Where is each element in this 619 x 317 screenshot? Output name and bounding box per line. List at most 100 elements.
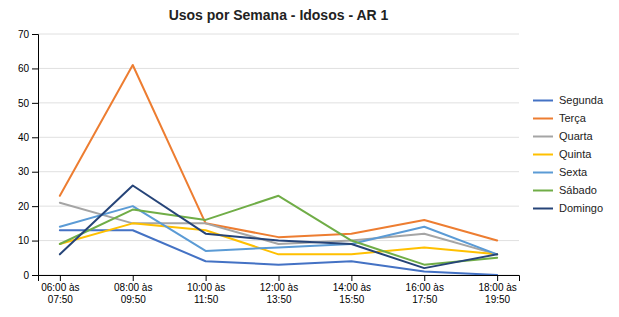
grid-line [38, 34, 519, 35]
legend-label: Sábado [559, 184, 597, 196]
x-axis: 06:00 às07:5008:00 às09:5010:00 às11:501… [39, 275, 520, 305]
legend-item: Sexta [533, 166, 588, 178]
legend-item: Terça [533, 112, 587, 124]
y-axis-line [32, 35, 39, 276]
y-tick: 10 [18, 235, 38, 246]
x-tick-mark [60, 275, 61, 281]
x-tick-label-line: 17:50 [412, 294, 437, 305]
x-tick-label-line: 06:00 às [41, 282, 79, 293]
x-tick-label-line: 11:50 [194, 294, 219, 305]
x-tick-label: 16:00 às17:50 [406, 282, 444, 305]
legend-item: Quarta [533, 130, 594, 142]
y-tick-label: 60 [18, 63, 30, 74]
x-tick-label-line: 09:50 [121, 294, 146, 305]
y-tick: 40 [18, 132, 38, 143]
legend-swatch [533, 154, 553, 156]
x-tick: 16:00 às17:50 [406, 275, 444, 305]
legend-swatch [533, 190, 553, 192]
legend-swatch [533, 172, 553, 174]
x-tick-label: 10:00 às11:50 [187, 282, 225, 305]
legend-item: Quinta [533, 148, 592, 160]
y-tick-mark [32, 137, 38, 138]
y-tick-mark [32, 103, 38, 104]
y-tick-mark [32, 68, 38, 69]
y-tick: 70 [18, 29, 38, 40]
x-tick-label: 08:00 às09:50 [114, 282, 152, 305]
x-tick-label-line: 12:00 às [260, 282, 298, 293]
x-tick: 12:00 às13:50 [260, 275, 298, 305]
grid [38, 34, 519, 275]
x-tick-label-line: 08:00 às [114, 282, 152, 293]
x-tick: 18:00 às19:50 [478, 275, 516, 305]
y-tick-label: 30 [18, 166, 30, 177]
legend-label: Sexta [559, 166, 588, 178]
y-tick-mark [32, 275, 38, 276]
series-line [60, 223, 497, 254]
grid-line [38, 68, 519, 69]
x-tick-label: 14:00 às15:50 [333, 282, 371, 305]
y-tick-mark [32, 172, 38, 173]
y-tick: 30 [18, 166, 38, 177]
x-tick-label-line: 18:00 às [478, 282, 516, 293]
y-tick-mark [32, 241, 38, 242]
x-tick-label-line: 14:00 às [333, 282, 371, 293]
series-line [60, 65, 497, 241]
series-line [60, 196, 497, 265]
x-tick-mark [351, 275, 352, 281]
x-tick-mark [424, 275, 425, 281]
x-tick: 14:00 às15:50 [333, 275, 371, 305]
legend-label: Domingo [559, 202, 603, 214]
lines [60, 65, 497, 275]
legend-item: Sábado [533, 184, 597, 196]
legend-label: Terça [559, 112, 587, 124]
legend-swatch [533, 118, 553, 120]
x-tick-mark [497, 275, 498, 281]
legend-swatch [533, 136, 553, 138]
legend-label: Quarta [559, 130, 594, 142]
grid-line [38, 137, 519, 138]
grid-line [38, 102, 519, 103]
x-tick: 06:00 às07:50 [41, 275, 79, 305]
y-axis: 0 10 20 30 40 50 60 70 [18, 29, 39, 281]
x-tick-label: 06:00 às07:50 [41, 282, 79, 305]
x-tick-label-line: 15:50 [339, 294, 364, 305]
y-tick-label: 10 [18, 235, 30, 246]
x-tick-mark [133, 275, 134, 281]
y-tick-mark [32, 34, 38, 35]
y-tick-label: 70 [18, 29, 30, 40]
legend-swatch [533, 100, 553, 102]
x-tick-mark [279, 275, 280, 281]
x-tick-label: 18:00 às19:50 [478, 282, 516, 305]
x-tick-label: 12:00 às13:50 [260, 282, 298, 305]
y-tick: 20 [18, 201, 38, 212]
title: Usos por Semana - Idosos - AR 1 [169, 7, 389, 23]
y-tick: 50 [18, 98, 38, 109]
series-line [60, 203, 497, 255]
chart: 0 10 20 30 40 50 60 70 06:00 às07:50 08:00 às09:5… [0, 0, 619, 317]
legend-label: Segunda [559, 94, 604, 106]
legend: Segunda Terça Quarta Quinta Sexta Sábado Domin… [533, 94, 604, 214]
x-tick-label-line: 10:00 às [187, 282, 225, 293]
grid-line [38, 171, 519, 172]
y-tick: 0 [23, 270, 38, 281]
legend-item: Domingo [533, 202, 603, 214]
x-tick-label-line: 16:00 às [406, 282, 444, 293]
x-tick: 08:00 às09:50 [114, 275, 152, 305]
legend-item: Segunda [533, 94, 604, 106]
plot-area: 0 10 20 30 40 50 60 70 06:00 às07:50 08:00 às09:5… [18, 29, 520, 305]
y-tick-label: 0 [23, 270, 29, 281]
y-tick: 60 [18, 63, 38, 74]
legend-label: Quinta [559, 148, 592, 160]
x-axis-line [39, 276, 520, 282]
x-tick-label-line: 19:50 [485, 294, 510, 305]
x-tick-mark [206, 275, 207, 281]
x-tick-label-line: 13:50 [266, 294, 291, 305]
legend-swatch [533, 208, 553, 210]
series-line [60, 185, 497, 268]
x-tick: 10:00 às11:50 [187, 275, 225, 305]
y-tick-label: 50 [18, 98, 30, 109]
y-tick-label: 20 [18, 201, 30, 212]
y-tick-label: 40 [18, 132, 30, 143]
y-tick-mark [32, 206, 38, 207]
x-tick-label-line: 07:50 [48, 294, 73, 305]
